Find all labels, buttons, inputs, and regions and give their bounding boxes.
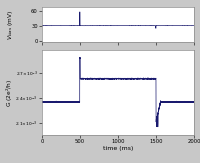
Y-axis label: G (2e$^2$/h): G (2e$^2$/h) <box>4 78 15 107</box>
X-axis label: time (ms): time (ms) <box>103 146 133 151</box>
Y-axis label: $V_{bias}$ (mV): $V_{bias}$ (mV) <box>6 9 15 40</box>
